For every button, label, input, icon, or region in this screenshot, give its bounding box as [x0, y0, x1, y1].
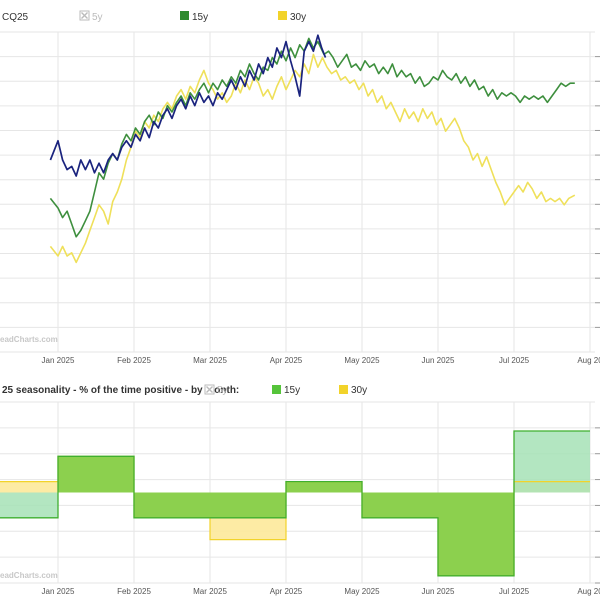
step-line-15y — [0, 430, 590, 577]
disabled-x-icon — [81, 12, 88, 19]
top-x-tick-label: Jan 2025 — [42, 356, 75, 365]
seasonality-title: 25 seasonality - % of the time positive … — [2, 385, 239, 396]
bottom-x-tick-label: Jun 2025 — [422, 587, 455, 596]
bar-15y[interactable] — [362, 492, 438, 518]
legend-15y-bottom-swatch[interactable] — [272, 385, 281, 394]
bar-15y[interactable] — [134, 492, 210, 518]
legend-15y-top-label[interactable]: 15y — [192, 12, 208, 23]
legend-15y-bottom-label[interactable]: 15y — [284, 385, 300, 396]
legend-item-15y-bottom[interactable]: 15y — [272, 385, 300, 396]
bottom-x-tick-label: Feb 2025 — [117, 587, 151, 596]
legend-30y-top-label[interactable]: 30y — [290, 12, 306, 23]
bottom-chart-grid — [0, 401, 595, 584]
top-x-tick-label: Jul 2025 — [499, 356, 530, 365]
legend-item-30y-top[interactable]: 30y — [278, 11, 306, 23]
top-x-tick-label: May 2025 — [344, 356, 380, 365]
bottom-x-tick-label: Jan 2025 — [42, 587, 75, 596]
series-line-thirty[interactable] — [49, 53, 576, 264]
top-chart-x-axis: Jan 2025 Feb 2025 Mar 2025 Apr 2025 May 2025… — [42, 356, 600, 365]
top-x-tick-label: Feb 2025 — [117, 356, 151, 365]
top-x-tick-label: Apr 2025 — [270, 356, 303, 365]
legend-item-5y-bottom[interactable]: 5y — [204, 384, 228, 396]
bar-15y[interactable] — [438, 492, 514, 576]
bottom-x-tick-label: Mar 2025 — [193, 587, 227, 596]
legend-5y-bottom-label[interactable]: 5y — [217, 385, 228, 396]
top-x-tick-label: Aug 20 — [577, 356, 600, 365]
bottom-x-tick-label: Jul 2025 — [499, 587, 530, 596]
series-line-fifteen[interactable] — [49, 37, 575, 238]
bottom-chart-x-axis: Jan 2025 Feb 2025 Mar 2025 Apr 2025 May 2025… — [42, 587, 600, 596]
watermark-top: eadCharts.com — [0, 335, 58, 344]
top-chart-grid — [0, 31, 595, 353]
legend-30y-top-swatch[interactable] — [278, 11, 287, 20]
bottom-x-tick-label: Aug 20 — [577, 587, 600, 596]
top-x-tick-label: Mar 2025 — [193, 356, 227, 365]
watermark-bottom: eadCharts.com — [0, 571, 58, 580]
top-x-tick-label: Jun 2025 — [422, 356, 455, 365]
legend-5y-top-label[interactable]: 5y — [92, 12, 103, 23]
series-line-current[interactable] — [49, 34, 327, 177]
bottom-x-tick-label: Apr 2025 — [270, 587, 303, 596]
bar-15y[interactable] — [286, 481, 362, 493]
disabled-x-icon — [206, 386, 213, 393]
bar-30y[interactable] — [0, 481, 58, 493]
bar-15y[interactable] — [0, 492, 58, 518]
bottom-chart-areas — [0, 430, 590, 577]
legend-30y-bottom-label[interactable]: 30y — [351, 385, 367, 396]
bar-15y[interactable] — [58, 456, 134, 493]
top-chart-right-edge — [595, 56, 600, 328]
bottom-x-tick-label: May 2025 — [344, 587, 380, 596]
top-chart-series — [49, 34, 576, 264]
bottom-chart-right-edge — [595, 427, 600, 584]
symbol-label: CQ25 — [2, 12, 29, 23]
legend-30y-bottom-swatch[interactable] — [339, 385, 348, 394]
legend-item-30y-bottom[interactable]: 30y — [339, 385, 367, 396]
legend-15y-top-swatch[interactable] — [180, 11, 189, 20]
top-legend: CQ25 5y 15y 30y — [2, 10, 306, 23]
bar-15y[interactable] — [514, 430, 590, 493]
legend-item-5y-top[interactable]: 5y — [79, 10, 103, 23]
legend-item-15y-top[interactable]: 15y — [180, 11, 208, 23]
bottom-legend: 25 seasonality - % of the time positive … — [2, 384, 367, 396]
bar-15y[interactable] — [210, 492, 286, 518]
